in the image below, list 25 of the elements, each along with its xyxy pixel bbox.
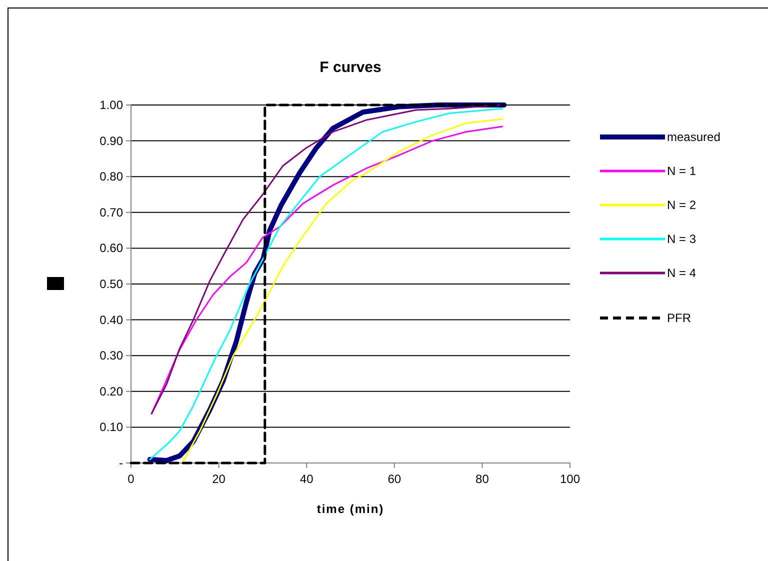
y-tick-label: 0.90 <box>100 134 124 148</box>
legend-label: N = 3 <box>667 232 696 246</box>
chart-title: F curves <box>320 59 382 76</box>
legend-label: N = 4 <box>667 266 696 280</box>
x-tick-label: 40 <box>300 472 314 486</box>
legend-label: N = 2 <box>667 198 696 212</box>
y-tick-label: 0.10 <box>100 420 124 434</box>
x-tick-label: 80 <box>476 472 490 486</box>
x-tick-label: 60 <box>388 472 402 486</box>
x-tick-label: 20 <box>212 472 226 486</box>
y-tick-label: - <box>119 456 123 470</box>
x-tick-label: 100 <box>560 472 580 486</box>
y-tick-label: 0.50 <box>100 277 124 291</box>
y-tick-label: 0.40 <box>100 312 124 327</box>
legend-label: measured <box>667 130 720 144</box>
legend-label: PFR <box>667 311 692 325</box>
y-tick-label: 0.60 <box>100 241 124 256</box>
y-tick-label: 0.30 <box>100 348 124 363</box>
legend-label: N = 1 <box>667 164 696 178</box>
y-tick-label: 0.20 <box>100 384 124 398</box>
y-tick-label: 0.70 <box>100 205 124 220</box>
x-axis-title: time (min) <box>316 502 384 516</box>
x-tick-label: 0 <box>128 472 135 486</box>
y-tick-label: 0.80 <box>100 170 124 184</box>
y-tick-label: 1.00 <box>100 98 124 112</box>
